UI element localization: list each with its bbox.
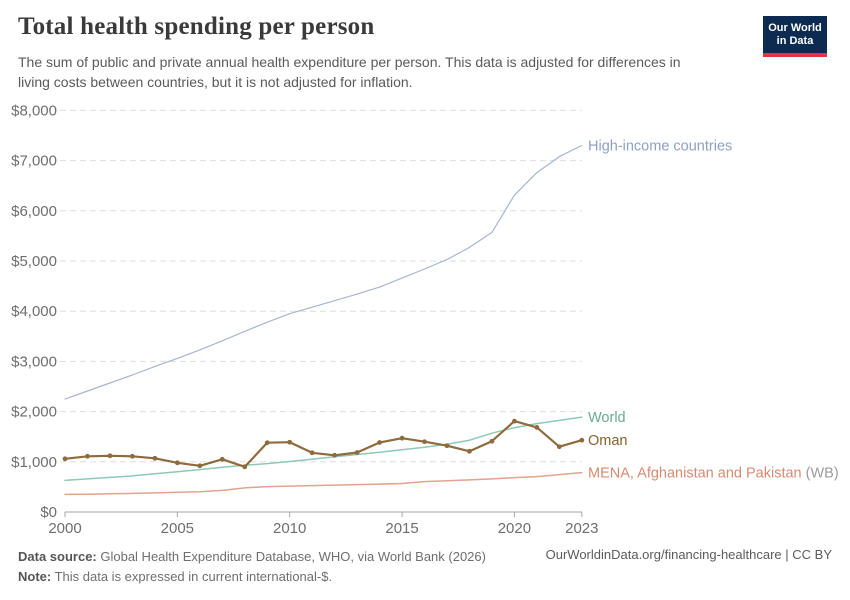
series-high-income-countries: High-income countries — [64, 139, 732, 400]
svg-text:2015: 2015 — [385, 520, 418, 537]
chart-subtitle: The sum of public and private annual hea… — [18, 52, 681, 92]
owid-logo-line2: in Data — [776, 35, 814, 47]
x-axis: 2000 2005 2010 2015 2020 2023 — [48, 512, 598, 537]
svg-text:2000: 2000 — [48, 520, 81, 537]
svg-text:2010: 2010 — [273, 520, 306, 537]
series-world: World — [64, 410, 626, 482]
svg-text:$8,000: $8,000 — [11, 102, 57, 119]
note-text: This data is expressed in current intern… — [51, 569, 333, 584]
svg-text:$2,000: $2,000 — [11, 404, 57, 421]
gridlines: $0 $1,000 $2,000 $3,000 $4,000 $5,000 $6,000 $7… — [11, 102, 582, 521]
svg-text:2020: 2020 — [498, 520, 531, 537]
series-label: Oman — [588, 433, 628, 449]
series-label: World — [588, 410, 626, 426]
svg-text:$7,000: $7,000 — [11, 153, 57, 170]
series-label: High-income countries — [588, 139, 732, 155]
svg-text:$3,000: $3,000 — [11, 353, 57, 370]
credit-text: OurWorldinData.org/financing-healthcare … — [545, 547, 832, 562]
owid-logo-line1: Our World — [768, 22, 822, 34]
series-label: MENA, Afghanistan and Pakistan (WB) — [588, 466, 839, 482]
series-mena-afghanistan-and-pakistan: MENA, Afghanistan and Pakistan (WB) — [64, 466, 839, 496]
data-source-label: Data source: — [18, 549, 97, 564]
svg-text:$6,000: $6,000 — [11, 203, 57, 220]
svg-text:$5,000: $5,000 — [11, 253, 57, 270]
svg-text:2005: 2005 — [161, 520, 194, 537]
data-source-text: Global Health Expenditure Database, WHO,… — [96, 549, 486, 564]
svg-text:$4,000: $4,000 — [11, 303, 57, 320]
data-source-line: Data source: Global Health Expenditure D… — [18, 547, 486, 567]
chart-subtitle-line1: The sum of public and private annual hea… — [18, 54, 681, 70]
series-oman: Oman — [62, 418, 628, 470]
page-title: Total health spending per person — [18, 13, 375, 40]
note-line: Note: This data is expressed in current … — [18, 567, 486, 587]
owid-logo: Our World in Data — [763, 16, 827, 57]
chart-subtitle-line2: living costs between countries, but it i… — [18, 74, 413, 90]
svg-text:$0: $0 — [40, 504, 57, 521]
svg-text:2023: 2023 — [565, 520, 598, 537]
note-label: Note: — [18, 569, 52, 584]
chart-footer: Data source: Global Health Expenditure D… — [18, 547, 486, 587]
svg-text:$1,000: $1,000 — [11, 454, 57, 471]
